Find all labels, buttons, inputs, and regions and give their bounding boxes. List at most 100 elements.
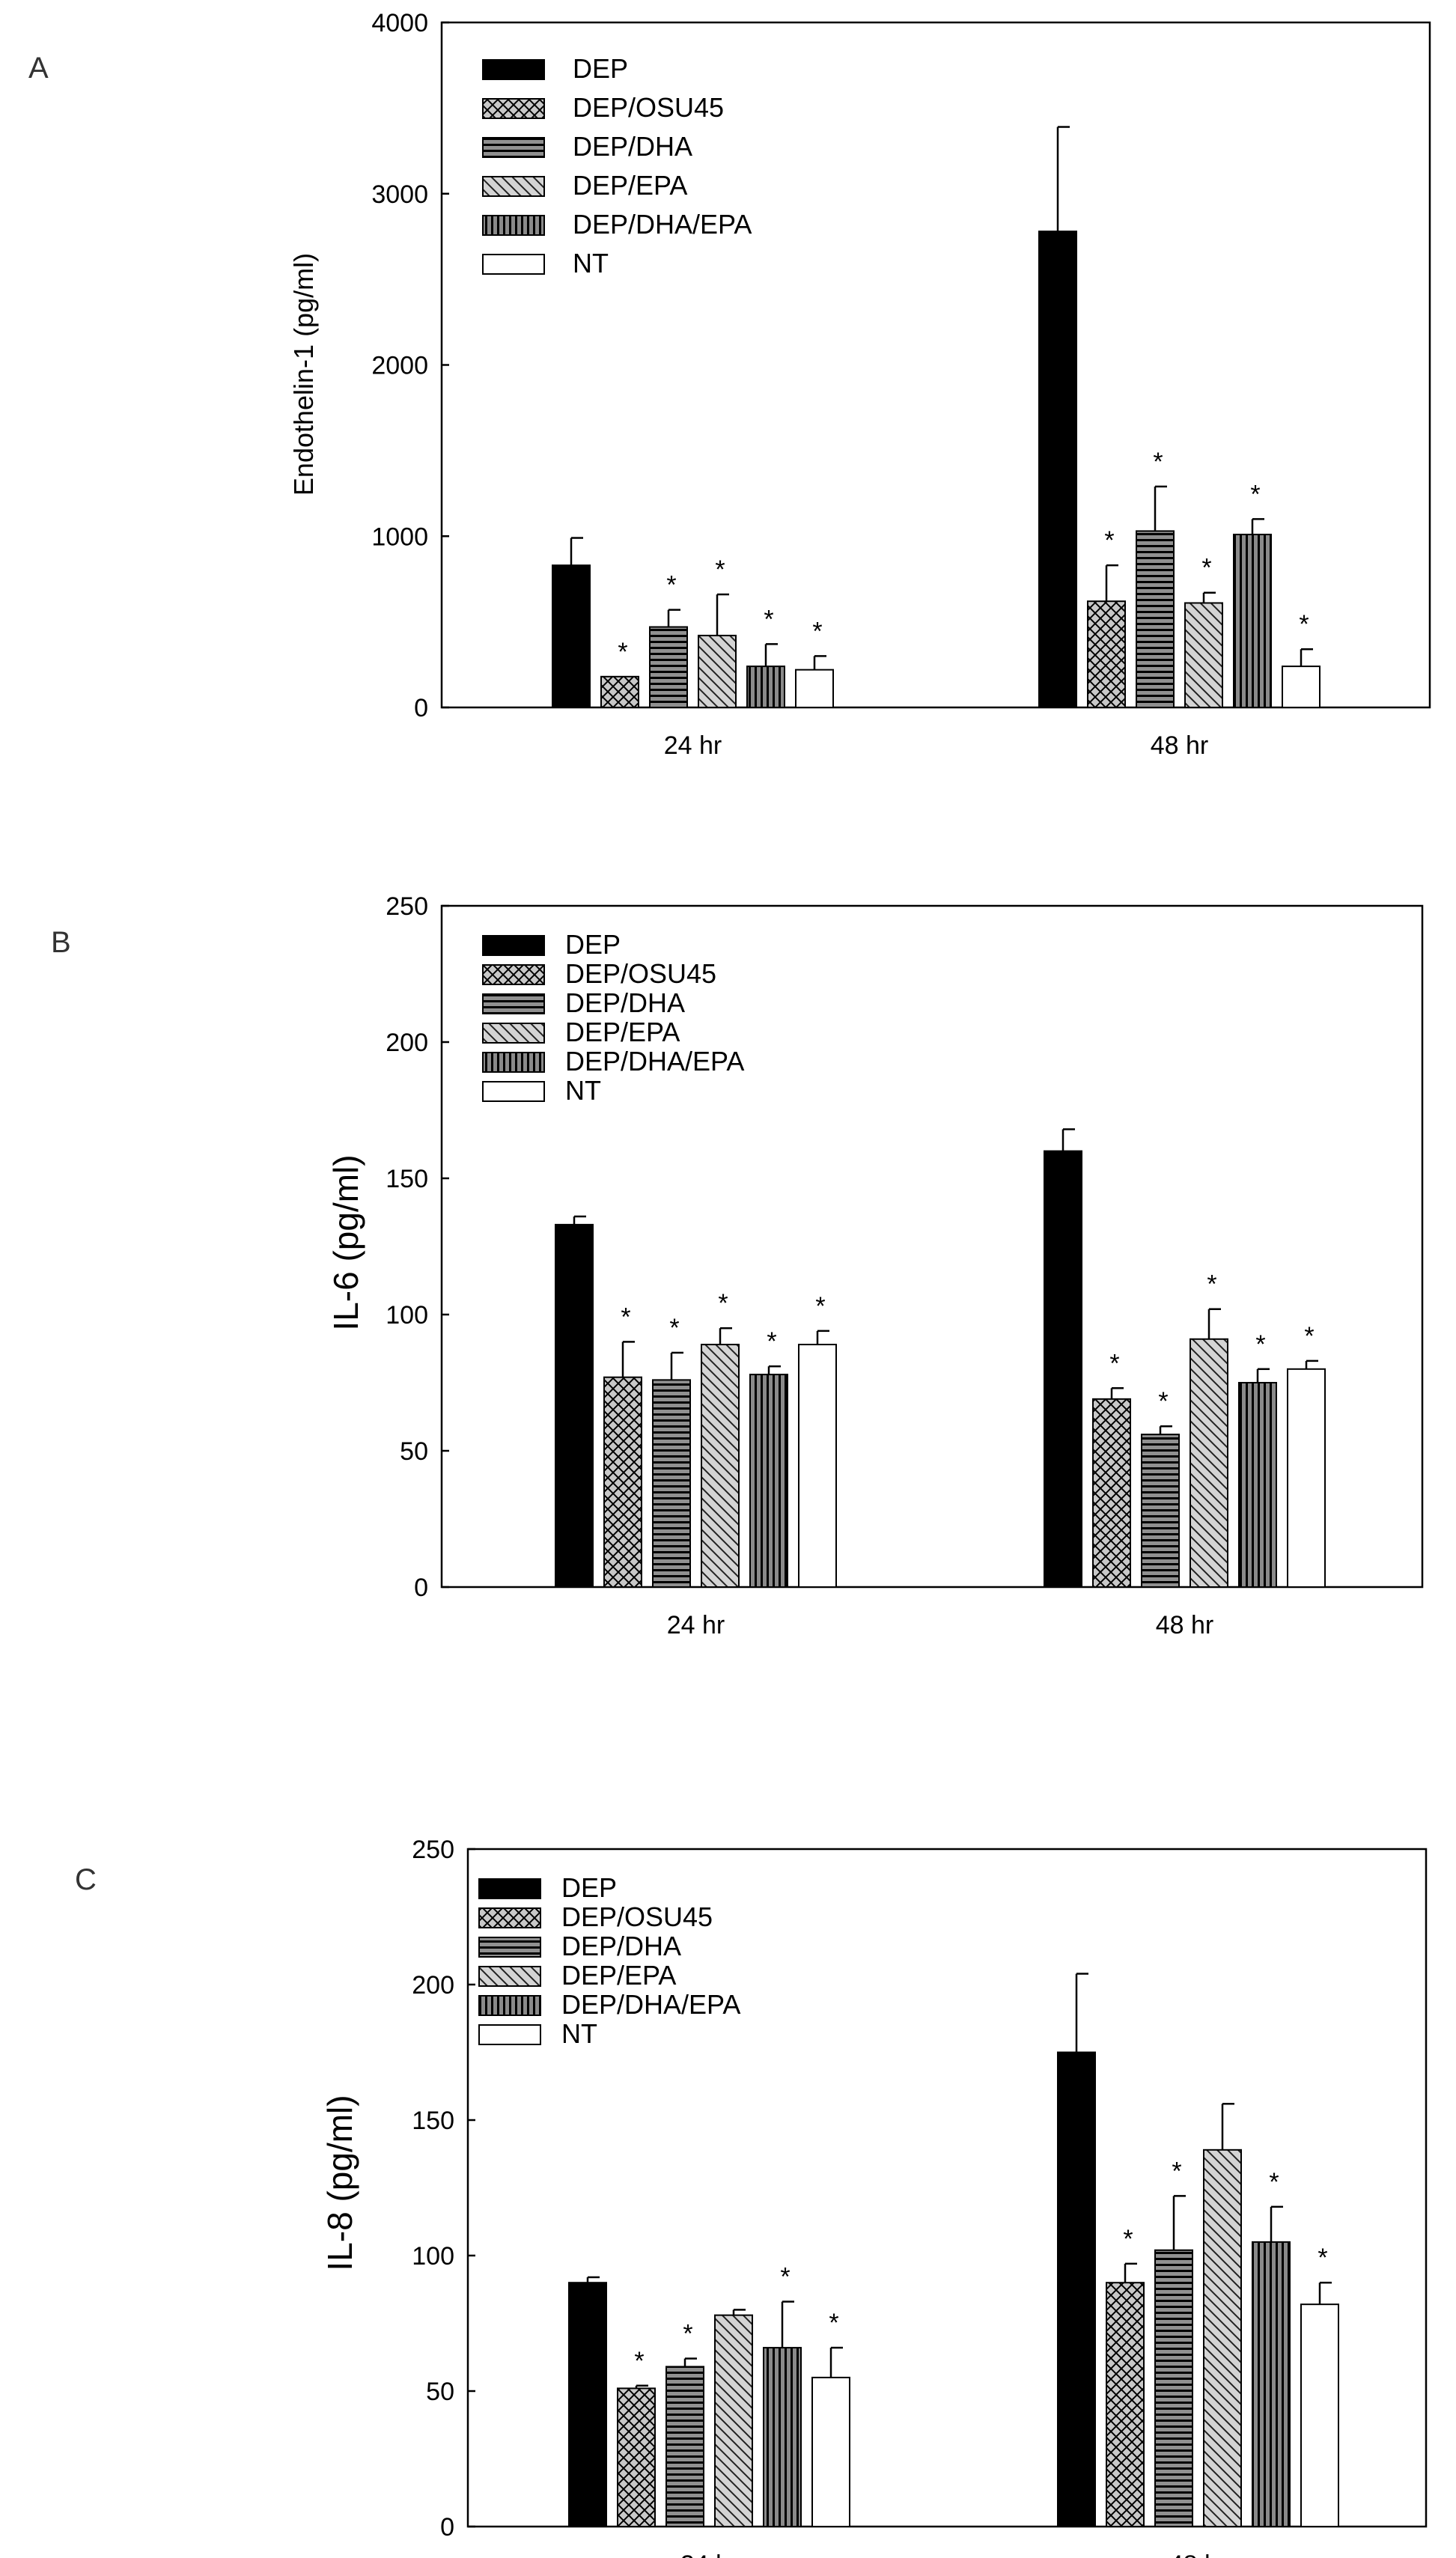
significance-star: * xyxy=(666,571,676,600)
bar-dep-24hr xyxy=(568,2282,607,2527)
legend-label: DEP/OSU45 xyxy=(565,958,716,989)
y-tick-label: 100 xyxy=(386,1301,428,1330)
significance-star: * xyxy=(618,638,627,666)
y-tick-label: 50 xyxy=(400,1437,428,1466)
legend-label: DEP/DHA xyxy=(565,987,685,1018)
y-tick-label: 250 xyxy=(412,1836,454,1864)
y-axis-title: IL-8 (pg/ml) xyxy=(320,2095,359,2271)
y-tick-label: 0 xyxy=(440,2513,454,2542)
legend-swatch xyxy=(478,1966,541,1987)
bar-dep-dha-24hr xyxy=(652,1379,691,1588)
significance-star: * xyxy=(829,2309,838,2337)
legend-swatch xyxy=(478,1907,541,1928)
panel-label: B xyxy=(51,926,71,959)
y-tick-label: 100 xyxy=(412,2242,454,2271)
legend-swatch xyxy=(482,1081,545,1102)
bar-nt-48hr xyxy=(1282,666,1321,708)
bar-nt-48hr xyxy=(1300,2303,1339,2527)
bars: * * * * * * * * * * xyxy=(552,126,1321,709)
bar-dep-dha-epa-24hr xyxy=(763,2347,802,2528)
x-tick-label: 48 hr xyxy=(1156,1611,1214,1639)
significance-star: * xyxy=(715,555,725,584)
bar-dep-epa-48hr xyxy=(1203,2149,1242,2528)
bar-dep-dha-48hr xyxy=(1154,2249,1193,2527)
legend-swatch xyxy=(482,137,545,158)
significance-star: * xyxy=(1250,480,1260,508)
x-tick-label: 48 hr xyxy=(1169,2551,1228,2558)
significance-star: * xyxy=(621,1303,630,1331)
legend-label: NT xyxy=(573,248,609,278)
legend-swatch xyxy=(482,176,545,197)
legend-label: NT xyxy=(565,1075,601,1106)
chart-panel-a: A Endothelin-1 (pg/ml) 0 1000 2000 3000 4000… xyxy=(28,9,1431,760)
y-axis-title: IL-6 (pg/ml) xyxy=(326,1154,365,1330)
legend-label: NT xyxy=(561,2018,597,2049)
plot-frame xyxy=(466,1848,1428,2528)
axes: 0 1000 2000 3000 4000 24 hr 48 hr xyxy=(371,9,1431,760)
panel-label: C xyxy=(75,1863,97,1896)
bar-nt-24hr xyxy=(798,1344,837,1589)
bar-dep-48hr xyxy=(1057,2051,1096,2527)
axes: 0 50 100 150 200 250 24 hr 48 hr xyxy=(412,1836,1428,2558)
y-tick-label: 150 xyxy=(412,2107,454,2135)
legend-swatch xyxy=(482,59,545,80)
bar-nt-24hr xyxy=(811,2376,850,2527)
legend-swatch xyxy=(478,1995,541,2016)
bar-dep-dha-epa-24hr xyxy=(749,1374,788,1588)
significance-star: * xyxy=(764,605,773,633)
bar-dep-dha-48hr xyxy=(1136,530,1175,709)
bar-dep-epa-48hr xyxy=(1190,1338,1228,1588)
legend-label: DEP/DHA/EPA xyxy=(565,1046,744,1077)
y-tick-label: 4000 xyxy=(371,9,428,37)
bar-dep-dha-epa-24hr xyxy=(746,666,785,708)
legend-label: DEP/DHA xyxy=(561,1931,681,1961)
significance-star: * xyxy=(1304,1322,1314,1350)
axes: 0 50 100 150 200 250 24 hr 48 hr xyxy=(386,892,1424,1639)
bar-dep-24hr xyxy=(552,564,591,709)
bar-dep-osu45-24hr xyxy=(617,2387,656,2527)
significance-star: * xyxy=(1158,1387,1168,1416)
bar-dep-osu45-24hr xyxy=(603,1376,642,1588)
legend-swatch xyxy=(478,2024,541,2045)
legend-swatch xyxy=(482,935,545,956)
legend-swatch xyxy=(482,993,545,1014)
y-tick-label: 150 xyxy=(386,1165,428,1193)
legend-label: DEP/DHA/EPA xyxy=(573,209,752,240)
significance-star: * xyxy=(634,2347,644,2375)
legend-swatch xyxy=(482,98,545,119)
bar-dep-osu45-48hr xyxy=(1087,600,1126,708)
significance-star: * xyxy=(1153,448,1163,476)
plot-frame xyxy=(440,904,1424,1589)
y-tick-label: 50 xyxy=(426,2378,454,2406)
y-tick-label: 200 xyxy=(412,1971,454,2000)
bar-dep-dha-24hr xyxy=(665,2366,704,2527)
significance-star: * xyxy=(767,1327,776,1356)
significance-star: * xyxy=(1201,554,1211,582)
significance-star: * xyxy=(1172,2157,1181,2185)
significance-star: * xyxy=(1318,2244,1327,2272)
y-tick-label: 0 xyxy=(414,1574,428,1602)
bar-dep-osu45-24hr xyxy=(600,675,639,709)
legend-label: DEP/DHA/EPA xyxy=(561,1989,740,2020)
bar-dep-48hr xyxy=(1038,231,1077,708)
bar-dep-dha-epa-48hr xyxy=(1233,533,1272,709)
legend-label: DEP/OSU45 xyxy=(573,92,724,123)
significance-star: * xyxy=(815,1292,825,1321)
legend-swatch xyxy=(482,1023,545,1044)
significance-star: * xyxy=(718,1289,728,1318)
chart-panel-b: B IL-6 (pg/ml) 0 50 100 150 200 250 24 hr 48 hr… xyxy=(51,892,1424,1639)
y-tick-label: 0 xyxy=(414,694,428,722)
legend-label: DEP xyxy=(573,53,628,84)
bars: * * * * * * * * * * xyxy=(555,1128,1326,1589)
significance-star: * xyxy=(683,2320,692,2348)
bar-nt-24hr xyxy=(795,669,834,708)
bar-dep-dha-epa-48hr xyxy=(1252,2241,1291,2527)
bar-dep-dha-48hr xyxy=(1141,1434,1180,1589)
y-tick-label: 2000 xyxy=(371,352,428,380)
bar-dep-dha-epa-48hr xyxy=(1238,1382,1277,1588)
x-tick-label: 24 hr xyxy=(680,2551,739,2558)
y-tick-label: 250 xyxy=(386,892,428,921)
